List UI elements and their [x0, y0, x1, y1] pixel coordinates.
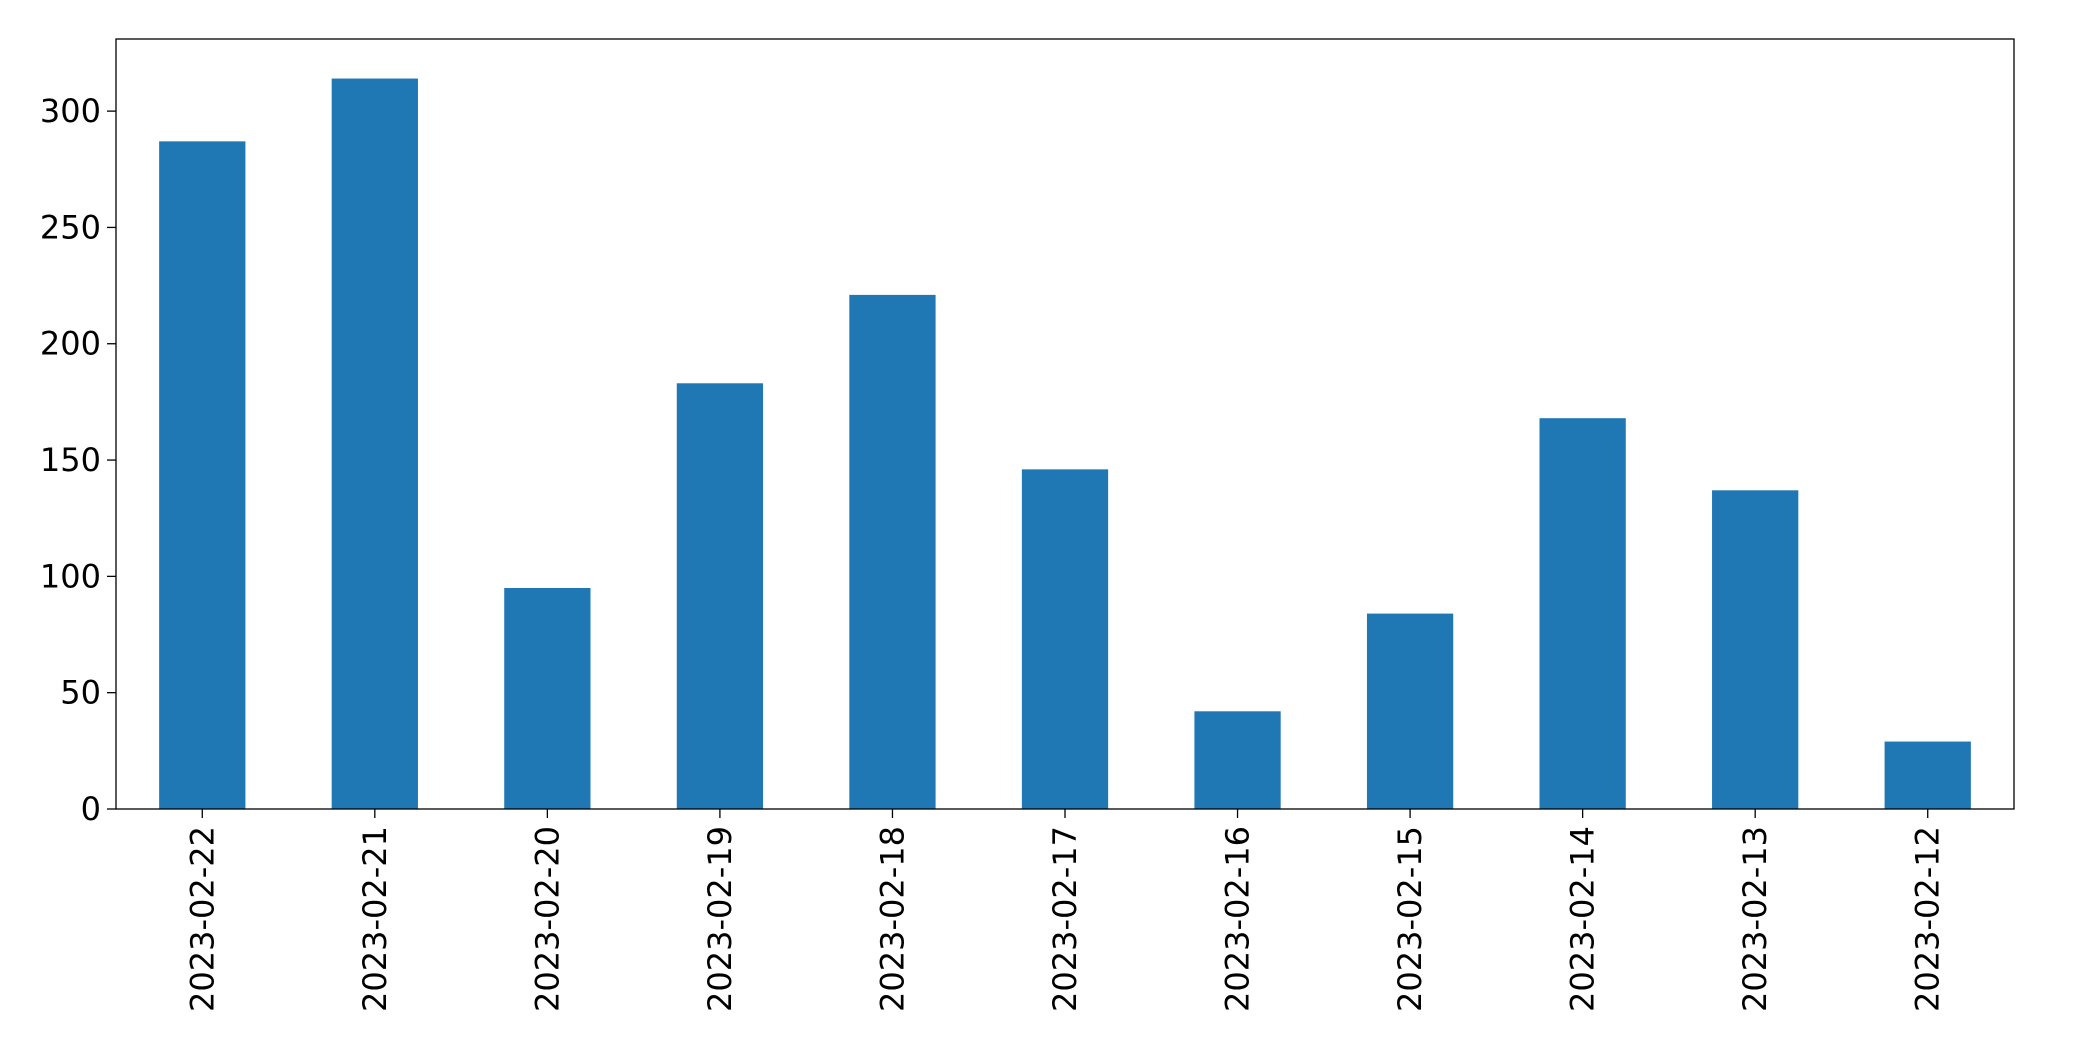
x-tick-label: 2023-02-15 [1391, 826, 1429, 1012]
bar [1021, 469, 1109, 809]
x-tick-label: 2023-02-19 [701, 826, 739, 1012]
bar [331, 78, 418, 810]
y-tick-label: 150 [40, 441, 101, 479]
bar [1194, 711, 1281, 809]
bar [159, 141, 246, 809]
y-tick-label: 300 [40, 92, 101, 130]
x-tick-label: 2023-02-20 [528, 826, 566, 1012]
x-tick-label: 2023-02-18 [873, 826, 911, 1012]
y-tick-label: 200 [40, 325, 101, 363]
y-tick-label: 100 [40, 557, 101, 595]
x-tick-label: 2023-02-17 [1046, 826, 1084, 1012]
bar [676, 383, 764, 809]
bar [849, 294, 936, 809]
x-tick-label: 2023-02-13 [1736, 826, 1774, 1012]
y-tick-label: 250 [40, 208, 101, 246]
bar [1884, 741, 1971, 809]
x-tick-label: 2023-02-16 [1219, 826, 1257, 1012]
bar [1712, 490, 1799, 809]
y-tick-label: 50 [60, 674, 101, 712]
bar [1366, 613, 1454, 809]
bar [1539, 418, 1626, 809]
plot-frame [115, 38, 2015, 810]
x-tick-label: 2023-02-22 [183, 826, 221, 1012]
x-tick-label: 2023-02-14 [1564, 826, 1602, 1012]
x-tick-label: 2023-02-21 [356, 826, 394, 1012]
x-tick-label: 2023-02-12 [1909, 826, 1947, 1012]
bar [504, 588, 591, 809]
y-tick-label: 0 [81, 790, 101, 828]
